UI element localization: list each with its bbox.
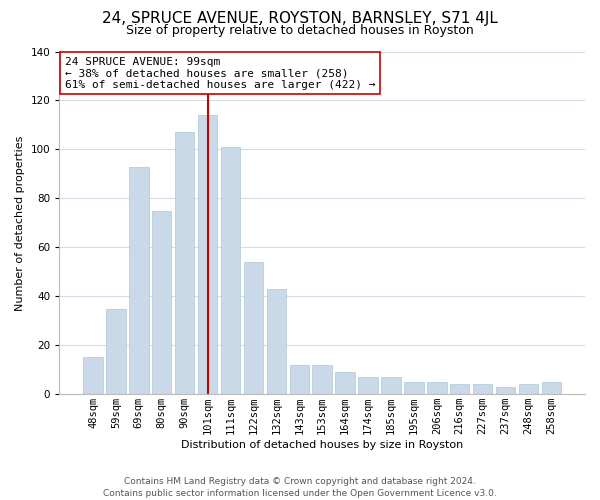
- Text: 24 SPRUCE AVENUE: 99sqm
← 38% of detached houses are smaller (258)
61% of semi-d: 24 SPRUCE AVENUE: 99sqm ← 38% of detache…: [65, 56, 375, 90]
- Bar: [152, 210, 172, 394]
- Bar: [335, 372, 355, 394]
- Bar: [221, 147, 240, 394]
- Bar: [244, 262, 263, 394]
- Bar: [83, 358, 103, 394]
- Text: Contains HM Land Registry data © Crown copyright and database right 2024.
Contai: Contains HM Land Registry data © Crown c…: [103, 476, 497, 498]
- Text: 24, SPRUCE AVENUE, ROYSTON, BARNSLEY, S71 4JL: 24, SPRUCE AVENUE, ROYSTON, BARNSLEY, S7…: [102, 11, 498, 26]
- Bar: [106, 308, 125, 394]
- Bar: [290, 365, 309, 394]
- Bar: [129, 166, 149, 394]
- Bar: [313, 365, 332, 394]
- Bar: [381, 377, 401, 394]
- Bar: [404, 382, 424, 394]
- Bar: [198, 115, 217, 394]
- Text: Size of property relative to detached houses in Royston: Size of property relative to detached ho…: [126, 24, 474, 37]
- Bar: [519, 384, 538, 394]
- Bar: [473, 384, 493, 394]
- Bar: [496, 387, 515, 394]
- Bar: [450, 384, 469, 394]
- Bar: [542, 382, 561, 394]
- Bar: [427, 382, 446, 394]
- Bar: [266, 289, 286, 394]
- X-axis label: Distribution of detached houses by size in Royston: Distribution of detached houses by size …: [181, 440, 463, 450]
- Bar: [175, 132, 194, 394]
- Bar: [358, 377, 378, 394]
- Y-axis label: Number of detached properties: Number of detached properties: [15, 135, 25, 310]
